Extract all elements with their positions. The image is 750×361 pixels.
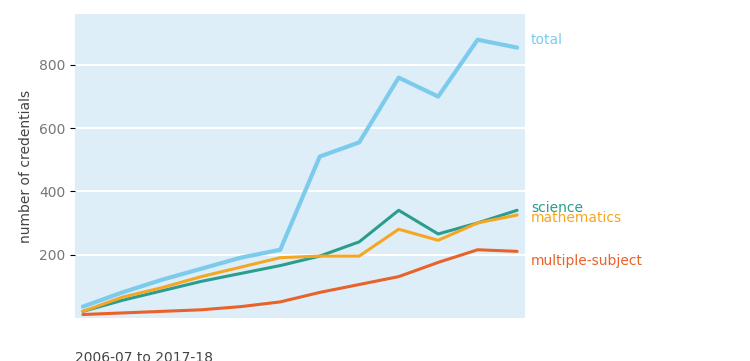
Text: science: science <box>531 201 583 215</box>
Text: total: total <box>531 33 563 47</box>
Text: multiple-subject: multiple-subject <box>531 254 643 268</box>
Text: mathematics: mathematics <box>531 211 622 225</box>
Text: 2006-07 to 2017-18: 2006-07 to 2017-18 <box>75 351 213 361</box>
Y-axis label: number of credentials: number of credentials <box>20 90 33 243</box>
